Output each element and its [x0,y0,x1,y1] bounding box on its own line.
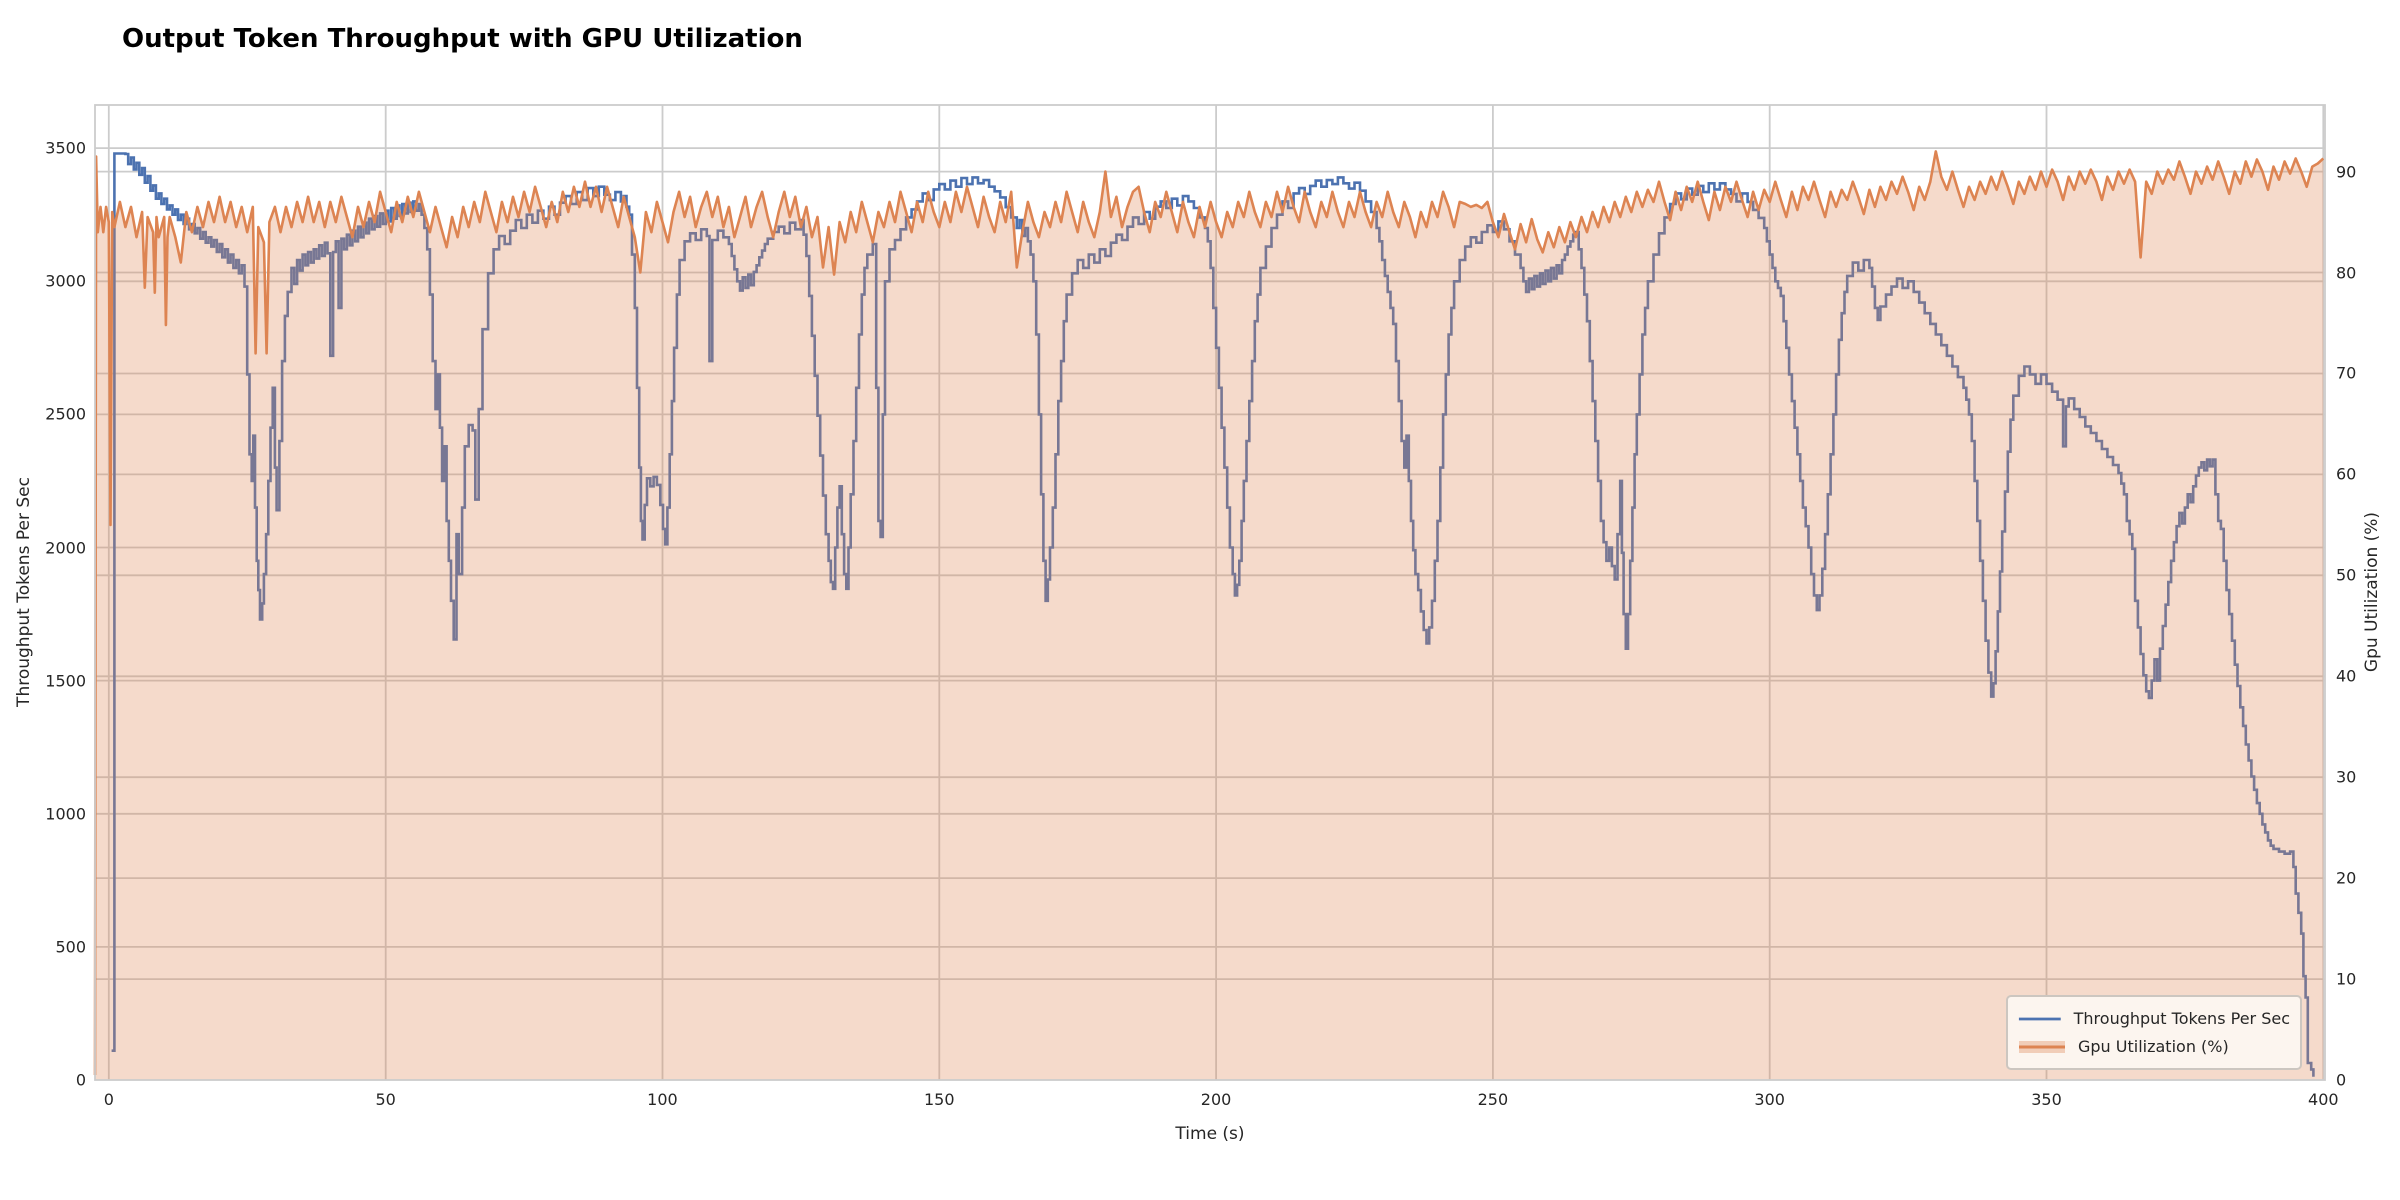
y-tick-label-left: 1500 [45,671,86,691]
legend-label-throughput: Throughput Tokens Per Sec [2073,1009,2290,1028]
x-tick-label: 400 [2308,1090,2339,1109]
y-tick-label-right: 90 [2336,162,2357,182]
x-tick-label: 250 [1477,1090,1509,1109]
x-tick-label: 300 [1754,1090,1785,1109]
x-tick-label: 50 [375,1090,396,1109]
y-axis-label-right: Gpu Utilization (%) [2362,511,2382,673]
y-tick-label-left: 0 [75,1070,86,1090]
y-tick-label-left: 500 [55,937,86,957]
gpu-line-swatch [2019,1040,2065,1053]
legend-item-gpu: Gpu Utilization (%) [2018,1037,2290,1056]
y-tick-label-left: 3500 [45,138,86,158]
x-tick-label: 200 [1200,1090,1232,1109]
y-tick-label-right: 10 [2336,969,2357,989]
y-axis-label-left: Throughput Tokens Per Sec [14,477,34,707]
y-tick-label-left: 2000 [45,538,86,557]
y-tick-label-right: 20 [2336,868,2357,888]
chart-title: Output Token Throughput with GPU Utiliza… [122,24,803,54]
x-tick-label: 350 [2031,1090,2062,1109]
x-tick-label: 150 [923,1090,955,1109]
gpu-fill-area [95,151,2324,1080]
gpu-series-line [93,150,2325,1076]
x-tick-label: 0 [103,1090,114,1109]
y-tick-label-left: 2500 [45,404,86,424]
y-tick-label-left: 3000 [45,271,86,291]
y-tick-label-right: 40 [2336,666,2357,686]
plot-border [94,104,2326,1081]
x-axis-label: Time (s) [1175,1124,1245,1144]
x-tick-label: 100 [647,1090,678,1109]
y-tick-label-right: 0 [2336,1070,2347,1090]
y-tick-label-right: 60 [2336,464,2357,484]
legend: Throughput Tokens Per Sec Gpu Utilizatio… [2006,995,2302,1070]
throughput-line-swatch [2018,1017,2061,1020]
y-tick-label-right: 50 [2336,565,2357,585]
legend-item-throughput: Throughput Tokens Per Sec [2018,1009,2290,1028]
y-tick-label-right: 30 [2336,767,2357,787]
y-tick-label-left: 1000 [45,804,86,824]
y-tick-label-right: 80 [2336,263,2357,283]
legend-label-gpu: Gpu Utilization (%) [2078,1037,2229,1056]
y-tick-label-right: 70 [2336,363,2357,383]
